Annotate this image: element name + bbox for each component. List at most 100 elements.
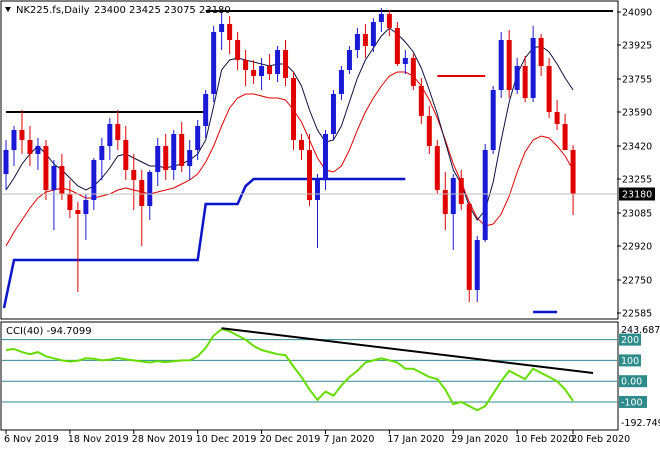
candle-body-52 [418, 86, 424, 116]
candle-body-20 [163, 146, 169, 170]
candle-body-42 [338, 70, 344, 94]
candle-body-68 [546, 66, 552, 112]
candle-body-33 [267, 66, 273, 74]
indicator-plot-frame [0, 321, 619, 431]
candle-body-2 [19, 130, 25, 140]
time-tick-label-6: 17 Jan 2020 [387, 434, 444, 445]
candle-body-15 [123, 140, 129, 170]
fast-moving-average-line [5, 27, 574, 221]
price-tick-label-0: 24090 [622, 8, 652, 19]
cci-trendline [221, 327, 594, 374]
candle-body-31 [251, 70, 257, 76]
slow-moving-average-line [5, 71, 574, 247]
cci-top-value: 243.6878 [621, 325, 660, 336]
candle-body-9 [75, 210, 81, 214]
candle-body-38 [307, 150, 312, 200]
candle-body-29 [235, 40, 241, 60]
cci-level-box-2 [619, 375, 647, 388]
price-tick-label-9: 22585 [622, 309, 652, 320]
candle-body-44 [354, 34, 360, 50]
candle-body-5 [43, 146, 49, 190]
time-tick-label-3: 10 Dec 2019 [196, 434, 257, 445]
candle-body-59 [474, 240, 480, 290]
candle-body-11 [91, 160, 97, 200]
candle-body-21 [171, 134, 177, 170]
price-tick-label-2: 23755 [622, 75, 652, 86]
cci-bottom-value: -192.749 [621, 418, 660, 429]
candle-body-41 [330, 94, 336, 134]
candle-body-35 [283, 50, 289, 78]
candle-body-55 [442, 190, 448, 214]
price-tick-label-3: 23590 [622, 108, 652, 119]
candle-body-43 [346, 50, 352, 70]
candle-body-49 [394, 28, 400, 64]
ohlc-readout: 23400 23425 23075 23180 [94, 5, 231, 16]
candle-body-27 [219, 24, 225, 32]
cci-level-label-2: 0.00 [621, 377, 642, 388]
candle-body-24 [195, 126, 201, 150]
time-tick-label-2: 28 Nov 2019 [132, 434, 193, 445]
last-price-box [619, 187, 655, 201]
cci-level-label-3: -100 [621, 397, 643, 408]
candle-body-69 [554, 112, 560, 124]
cci-line [5, 328, 574, 412]
candle-body-48 [386, 14, 392, 28]
candle-body-13 [107, 124, 113, 146]
price-tick-label-6: 23085 [622, 209, 652, 220]
candle-body-32 [259, 66, 265, 76]
candle-body-22 [179, 134, 185, 166]
time-tick-label-9: 20 Feb 2020 [571, 434, 630, 445]
candle-body-64 [514, 66, 520, 90]
chart-symbol: NK225.fs,Daily [16, 5, 90, 16]
cci-level-box-0 [619, 333, 641, 346]
candle-body-12 [99, 146, 105, 160]
time-tick-label-1: 18 Nov 2019 [68, 434, 129, 445]
candle-body-23 [187, 150, 193, 166]
price-tick-label-5: 23255 [622, 175, 652, 186]
candle-body-40 [322, 134, 328, 180]
price-tick-label-4: 23420 [622, 142, 652, 153]
candle-body-39 [314, 180, 320, 200]
candle-body-4 [35, 146, 41, 154]
candle-body-3 [27, 140, 33, 154]
support-step-line-0 [2, 177, 406, 309]
candle-body-17 [139, 180, 145, 206]
cci-label: CCI(40) -94.7099 [6, 326, 92, 337]
time-tick-label-4: 20 Dec 2019 [260, 434, 321, 445]
candle-body-26 [211, 32, 217, 94]
candle-body-51 [410, 58, 416, 86]
price-axis: 24090 23925 23755 23590 23420 23255 23085 22920… [617, 8, 652, 320]
cci-extremes: 243.6878 -192.749 [621, 325, 660, 429]
candle-body-6 [51, 166, 57, 190]
candle-body-10 [83, 200, 89, 214]
candle-body-70 [562, 124, 568, 150]
candle-body-1 [11, 130, 17, 150]
collapse-triangle-icon[interactable] [5, 7, 11, 12]
time-axis: 6 Nov 2019 18 Nov 2019 28 Nov 2019 10 Dec 2… [4, 430, 630, 445]
candle-body-60 [482, 150, 488, 240]
candle-body-25 [203, 94, 209, 126]
cci-axis: 200 100 0.00 -100 [619, 333, 647, 408]
cci-series [2, 327, 617, 412]
candle-body-53 [426, 116, 432, 146]
candle-body-37 [299, 140, 305, 150]
candle-body-7 [59, 166, 65, 194]
candle-body-0 [3, 150, 9, 174]
candle-body-50 [402, 58, 408, 64]
cci-level-label-0: 200 [621, 335, 639, 346]
candle-body-30 [243, 60, 249, 70]
last-price-label: 23180 [622, 190, 652, 201]
candle-body-8 [67, 194, 73, 210]
candle-body-46 [370, 22, 376, 46]
candle-body-45 [362, 34, 368, 46]
price-tick-label-7: 22920 [622, 242, 652, 253]
time-tick-label-7: 29 Jan 2020 [451, 434, 508, 445]
main-plot-frame [0, 0, 619, 320]
candle-body-19 [155, 146, 161, 172]
candle-body-57 [458, 178, 464, 204]
cci-level-label-1: 100 [621, 356, 639, 367]
price-series [2, 8, 617, 314]
candle-body-34 [275, 50, 281, 74]
time-tick-label-8: 10 Feb 2020 [515, 434, 574, 445]
